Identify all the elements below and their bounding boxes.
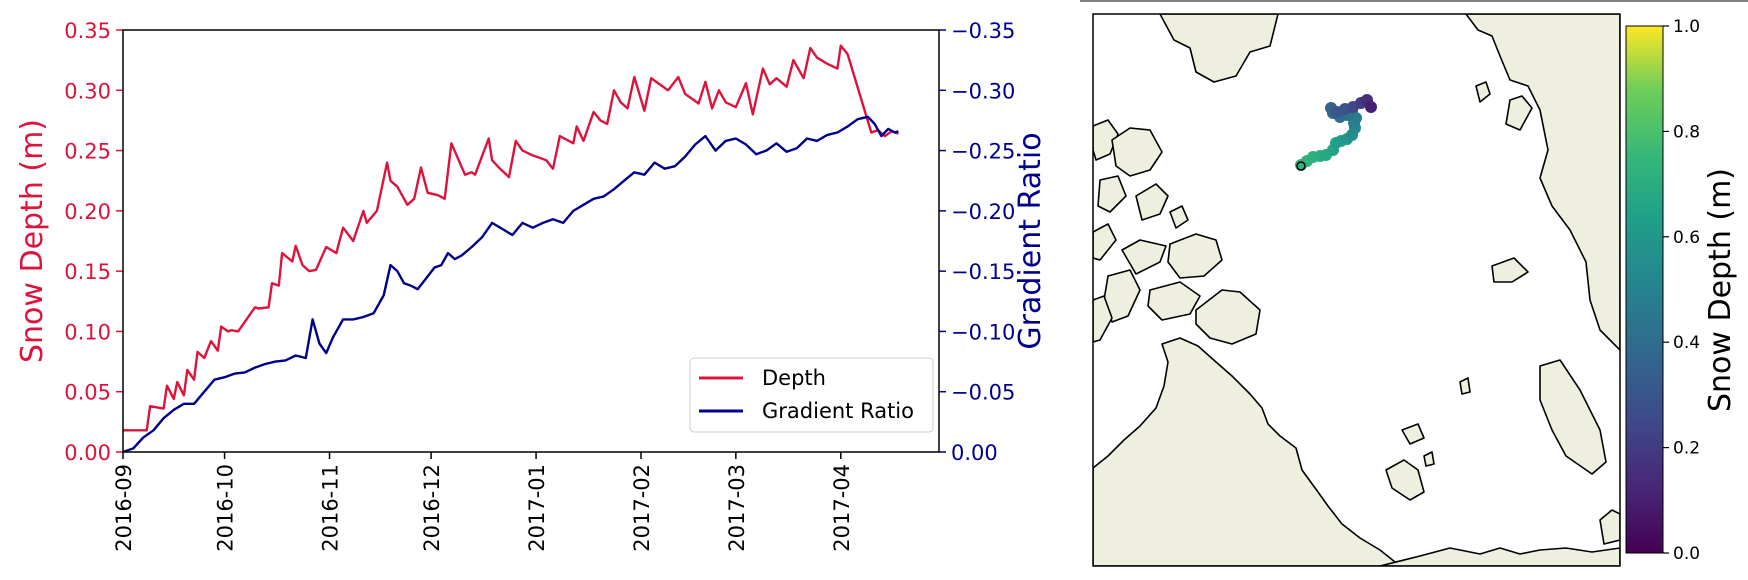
colorbar-tick-label: 0.2 bbox=[1673, 439, 1700, 459]
x-tick-label: 2016-12 bbox=[420, 464, 444, 552]
right-tick-label: 0.00 bbox=[951, 441, 998, 465]
land-novaya-zemlya bbox=[1505, 95, 1533, 131]
x-tick-label: 2017-03 bbox=[725, 464, 749, 552]
land-chukotka bbox=[1539, 359, 1607, 475]
colorbar-tick-label: 1.0 bbox=[1673, 17, 1700, 37]
colorbar-ticks: 0.0 0.2 0.4 0.6 0.8 1.0 bbox=[1663, 17, 1700, 564]
track-start-marker bbox=[1296, 161, 1306, 171]
track-layer bbox=[1295, 94, 1377, 171]
land-greenland bbox=[1159, 14, 1279, 83]
line-chart: 0.00 0.05 0.10 0.15 0.20 0.25 0.30 0.35 0.00 −0.0… bbox=[15, 0, 1748, 552]
left-tick-label: 0.15 bbox=[64, 260, 111, 284]
series-line-depth bbox=[123, 44, 899, 432]
land-alaska-tip bbox=[1379, 547, 1620, 566]
land-canadian-archipelago-3 bbox=[1097, 175, 1127, 213]
land-canadian-archipelago-12 bbox=[1093, 295, 1113, 343]
land-canadian-archipelago-1 bbox=[1093, 119, 1119, 161]
map-frame bbox=[1092, 13, 1621, 567]
series-layer bbox=[122, 44, 899, 454]
x-tick-label: 2016-11 bbox=[319, 464, 343, 552]
x-tick-label: 2016-09 bbox=[112, 464, 136, 552]
right-tick-label: −0.10 bbox=[951, 320, 1015, 344]
plot-frame bbox=[122, 29, 940, 453]
right-tick-label: −0.05 bbox=[951, 381, 1015, 405]
left-axis-label: Snow Depth (m) bbox=[15, 119, 50, 363]
land-eurasia-north bbox=[1465, 14, 1620, 351]
legend-box bbox=[689, 357, 934, 433]
right-tick-label: −0.25 bbox=[951, 140, 1015, 164]
land-new-siberian-1 bbox=[1401, 423, 1425, 445]
land-canadian-archipelago-8 bbox=[1167, 233, 1223, 279]
right-tick-label: −0.20 bbox=[951, 200, 1015, 224]
colorbar-tick-label: 0.4 bbox=[1673, 333, 1700, 353]
left-tick-label: 0.10 bbox=[64, 320, 111, 344]
x-tick-label: 2017-02 bbox=[630, 464, 654, 552]
colorbar-gradient bbox=[1625, 25, 1664, 554]
right-axis-label: Gradient Ratio bbox=[1013, 132, 1048, 349]
x-tick-label: 2017-01 bbox=[525, 464, 549, 552]
left-tick-label: 0.25 bbox=[64, 140, 111, 164]
land-canadian-archipelago-10 bbox=[1147, 281, 1201, 321]
left-tick-label: 0.20 bbox=[64, 200, 111, 224]
colorbar-tick-label: 0.0 bbox=[1673, 544, 1700, 564]
land-canadian-archipelago-11 bbox=[1195, 289, 1261, 345]
colorbar-tick-label: 0.6 bbox=[1673, 228, 1700, 248]
legend-label-depth: Depth bbox=[762, 366, 826, 390]
land-canadian-archipelago-7 bbox=[1121, 239, 1167, 275]
land-small-island bbox=[1459, 377, 1471, 395]
colorbar-tick-label: 0.8 bbox=[1673, 122, 1700, 142]
land-south-east bbox=[1599, 509, 1620, 545]
land-layer bbox=[1093, 14, 1620, 566]
land-wrangel bbox=[1385, 459, 1425, 501]
land-north-america bbox=[1093, 337, 1401, 566]
tick-layer: 0.00 0.05 0.10 0.15 0.20 0.25 0.30 0.35 0.00 −0.0… bbox=[64, 19, 1015, 552]
map-panel: 0.0 0.2 0.4 0.6 0.8 1.0 Snow Depth (m) bbox=[1092, 13, 1738, 567]
land-canadian-archipelago-5 bbox=[1169, 205, 1189, 229]
right-tick-label: −0.30 bbox=[951, 79, 1015, 103]
legend: Depth Gradient Ratio bbox=[689, 357, 934, 433]
colorbar: 0.0 0.2 0.4 0.6 0.8 1.0 Snow Depth (m) bbox=[1625, 17, 1738, 564]
right-tick-label: −0.15 bbox=[951, 260, 1015, 284]
land-canadian-archipelago-2 bbox=[1111, 127, 1163, 177]
legend-label-gradient: Gradient Ratio bbox=[762, 399, 914, 423]
land-canadian-archipelago-6 bbox=[1093, 223, 1117, 261]
left-tick-label: 0.00 bbox=[64, 441, 111, 465]
left-tick-label: 0.05 bbox=[64, 381, 111, 405]
track-point bbox=[1365, 101, 1377, 113]
x-tick-label: 2016-10 bbox=[214, 464, 238, 552]
colorbar-label: Snow Depth (m) bbox=[1703, 168, 1738, 412]
x-tick-label: 2017-04 bbox=[830, 464, 854, 552]
land-canadian-archipelago-4 bbox=[1135, 183, 1169, 221]
left-tick-label: 0.30 bbox=[64, 79, 111, 103]
right-tick-label: −0.35 bbox=[951, 19, 1015, 43]
series-line-gradient-ratio bbox=[122, 115, 899, 454]
left-tick-label: 0.35 bbox=[64, 19, 111, 43]
land-new-siberian-2 bbox=[1423, 451, 1435, 467]
land-svalbard bbox=[1475, 81, 1491, 103]
land-franz-josef bbox=[1491, 257, 1529, 283]
